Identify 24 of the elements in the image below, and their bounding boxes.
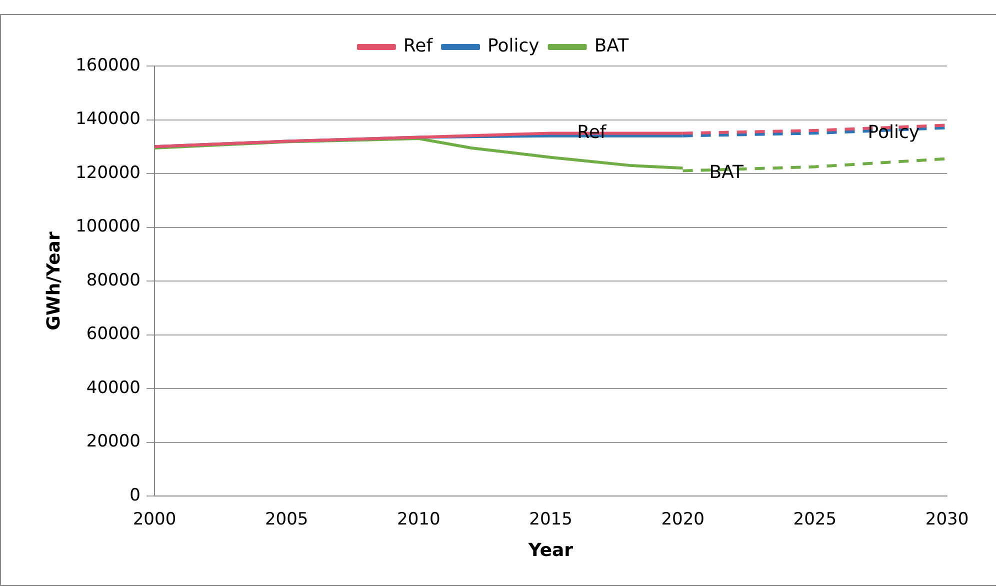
legend-label: Ref [403,36,434,57]
x-tick-label: 2000 [132,510,176,530]
y-tick-label: 140000 [76,109,140,130]
legend-label: BAT [594,36,630,57]
x-tick-label: 2015 [529,510,572,530]
y-tick-label: 80000 [86,270,140,290]
annotation: Ref [577,122,607,143]
y-tick-label: 40000 [86,378,140,398]
y-tick-label: 120000 [76,162,140,183]
annotation: BAT [709,162,745,184]
y-tick-label: 100000 [76,216,140,237]
legend-label: Policy [488,36,540,57]
y-tick-label: 160000 [76,55,140,76]
annotation: Policy [868,122,920,143]
x-tick-label: 2005 [264,510,308,530]
x-axis-title: Year [527,540,574,561]
y-tick-label: 60000 [86,324,140,344]
x-tick-label: 2025 [793,510,837,530]
x-tick-label: 2010 [397,510,440,530]
x-tick-label: 2030 [925,510,969,530]
y-tick-label: 20000 [86,432,140,452]
x-tick-label: 2020 [661,510,704,530]
y-tick-label: 0 [130,485,140,506]
y-axis-title: GWh/Year [43,232,64,330]
